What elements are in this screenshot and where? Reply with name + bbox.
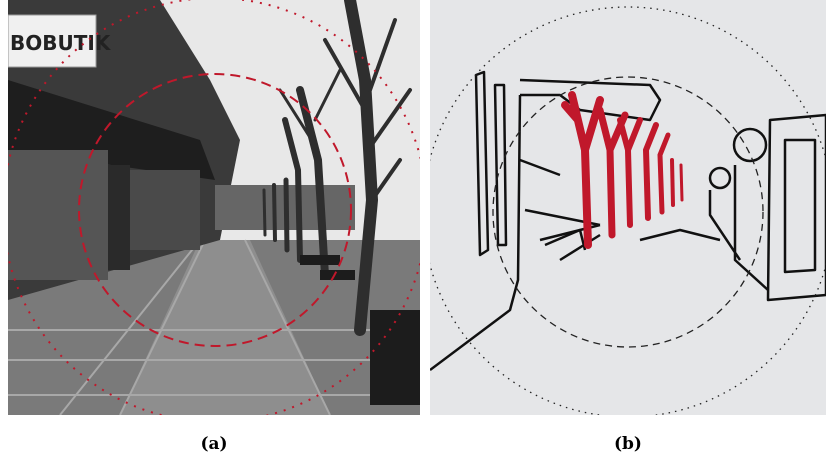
- caption: (b): [614, 434, 642, 454]
- sign-text: BOBUTIK: [10, 31, 112, 55]
- sketch-panel: [423, 0, 832, 417]
- photo-panel: BOBUTIK: [3, 0, 427, 422]
- page: {"figure": {"panels": [{"caption": "(a)"…: [0, 0, 832, 464]
- figure: BOBUTIK: [0, 0, 832, 464]
- caption: (a): [200, 434, 227, 454]
